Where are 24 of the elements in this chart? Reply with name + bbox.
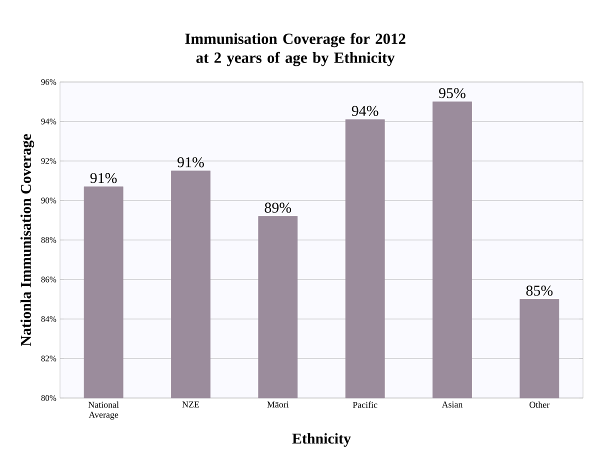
data-label: 95% xyxy=(439,88,466,98)
x-tick-label: Asian xyxy=(442,402,463,408)
y-tick-label: 94% xyxy=(41,118,56,124)
data-label: 91% xyxy=(178,157,204,168)
data-label: 85% xyxy=(526,286,553,296)
y-axis-title: Nationla Immunisation Coverage xyxy=(20,134,34,346)
data-label: 94% xyxy=(352,106,378,116)
x-tick-label: NZE xyxy=(182,402,200,408)
y-tick-label: 96% xyxy=(41,79,56,85)
y-tick-label: 88% xyxy=(41,237,56,243)
data-label: 91% xyxy=(90,173,117,184)
x-tick-label: Other xyxy=(530,402,550,408)
y-tick-label: 92% xyxy=(41,158,56,164)
x-tick-label: Māori xyxy=(267,402,289,408)
x-tick-label: Pacific xyxy=(352,402,378,408)
y-tick-label: 84% xyxy=(41,316,56,322)
y-tick-label: 90% xyxy=(41,198,56,204)
y-tick-label: 82% xyxy=(41,356,56,362)
chart-title: Immunisation Coverage for 2012 at 2 years of age by Ethnicity xyxy=(185,32,406,66)
x-tick-label: National Average xyxy=(88,402,119,420)
x-axis-title: Ethnicity xyxy=(292,433,351,447)
y-tick-label: 80% xyxy=(41,395,56,401)
data-label: 89% xyxy=(264,202,292,213)
y-tick-label: 86% xyxy=(41,276,56,282)
